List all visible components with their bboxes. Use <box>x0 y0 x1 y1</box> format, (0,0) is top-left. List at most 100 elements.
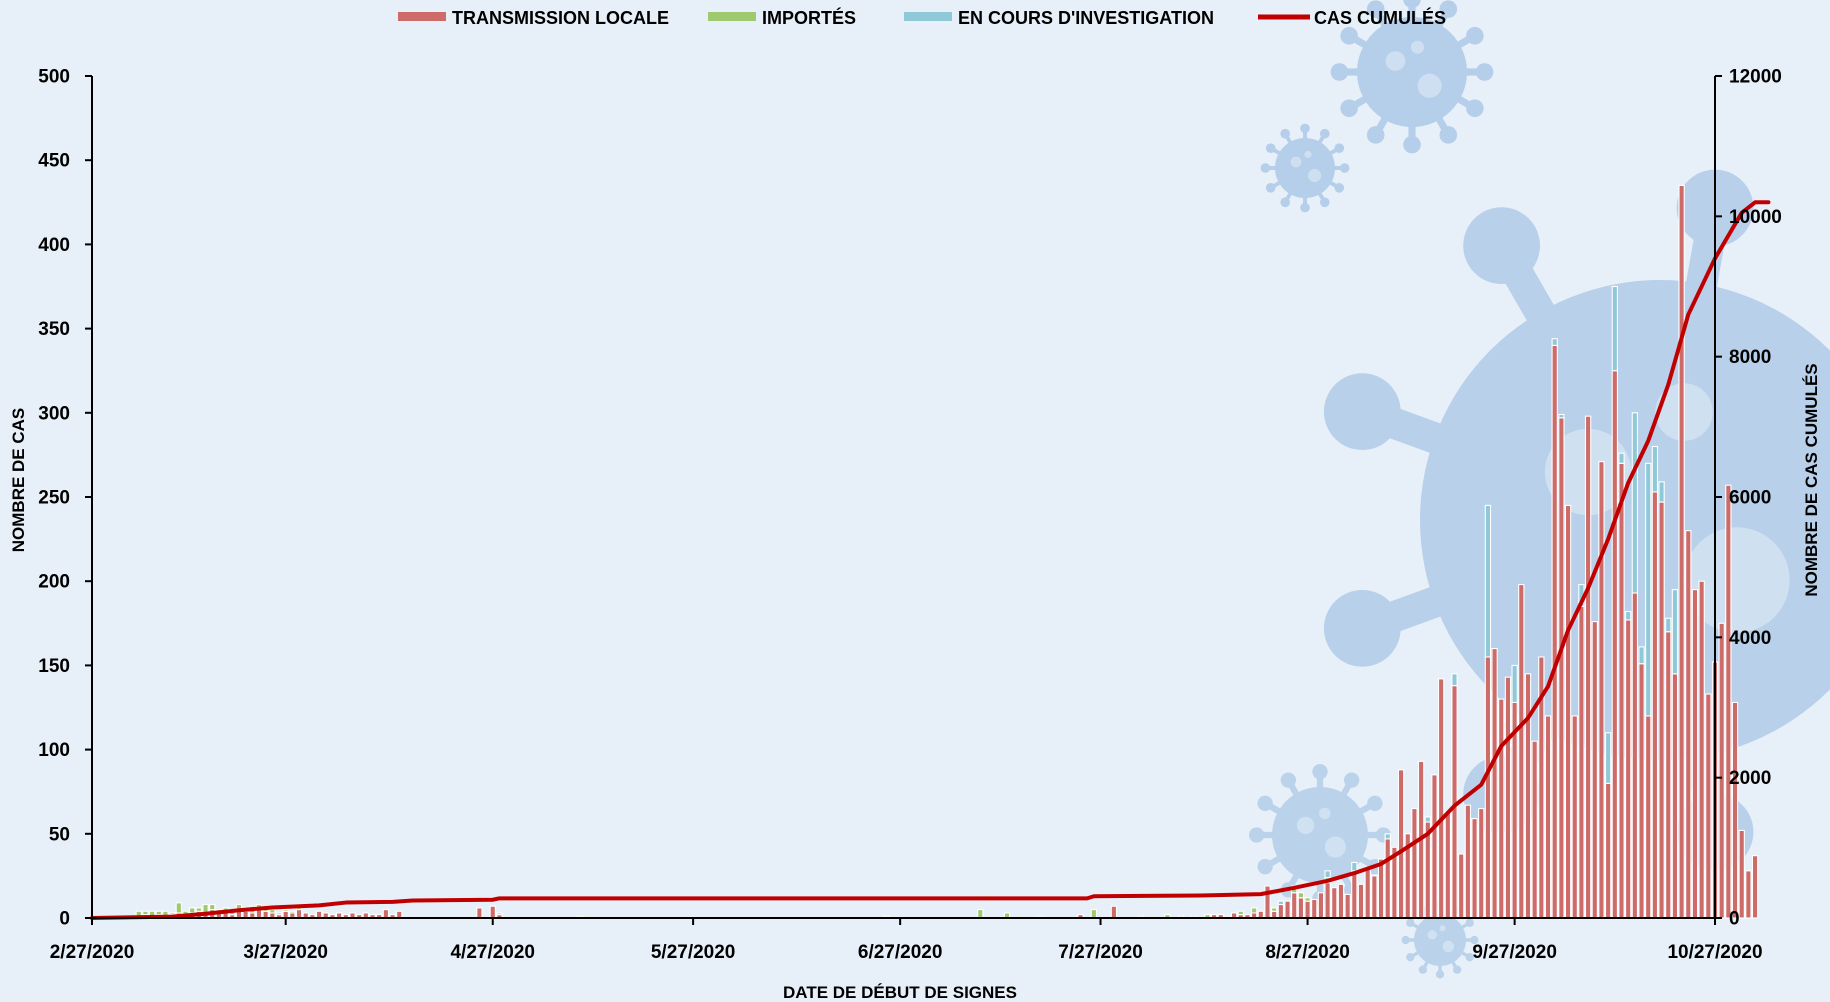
bar-investigation <box>1511 664 1518 704</box>
bar-local <box>1364 866 1371 919</box>
bar-imported <box>282 909 289 912</box>
bar-local <box>1351 870 1358 919</box>
legend-label: TRANSMISSION LOCALE <box>452 8 669 28</box>
x-tick-label: 3/27/2020 <box>243 942 328 963</box>
virus-tiny-icon <box>1401 901 1479 979</box>
bar-local <box>1431 774 1438 919</box>
bar-local <box>262 910 269 919</box>
bar-investigation <box>1611 285 1618 372</box>
y-tick-label: 300 <box>38 403 70 424</box>
virus-bottom-icon <box>1248 763 1392 907</box>
bar-local <box>1751 855 1759 919</box>
bar-imported <box>155 910 162 916</box>
bar-local <box>1731 701 1739 919</box>
bar-local <box>1604 782 1612 919</box>
bar-local <box>1544 715 1552 919</box>
x-tick-label: 9/27/2020 <box>1472 942 1557 963</box>
bar-local <box>1631 592 1639 919</box>
bar-investigation <box>1658 481 1665 503</box>
x-tick-label: 4/27/2020 <box>450 942 535 963</box>
bar-local <box>1277 903 1285 919</box>
bar-local <box>382 909 390 919</box>
y-tick-label: 350 <box>38 319 70 340</box>
bar-local <box>1458 853 1465 919</box>
bar-imported <box>142 910 149 916</box>
y-tick-label: 200 <box>38 572 70 593</box>
bar-local <box>1578 605 1585 919</box>
bar-local <box>1357 883 1365 919</box>
bar-local <box>1444 811 1451 919</box>
bar-local <box>315 910 323 919</box>
bar-local <box>1397 769 1405 919</box>
bar-local <box>1478 807 1485 919</box>
y2-tick-label: 4000 <box>1729 628 1771 649</box>
bar-imported <box>1271 907 1278 912</box>
bar-local <box>1745 870 1752 919</box>
bar-local <box>1317 892 1325 919</box>
cumulative-line-layer <box>90 200 1771 920</box>
legend-label: IMPORTÉS <box>762 7 856 28</box>
legend-item: EN COURS D'INVESTIGATION <box>904 8 1214 28</box>
legend-label: EN COURS D'INVESTIGATION <box>958 8 1214 28</box>
bar-local <box>1598 461 1605 919</box>
bar-local <box>1558 417 1565 919</box>
bar-local <box>1658 501 1665 919</box>
axes-layer: 0 50 100 150 200 250 300 350 400 450 500 0 2000 4000 6… <box>38 67 1782 964</box>
y-tick-label: 500 <box>38 67 70 88</box>
bar-local <box>255 909 263 919</box>
bar-local <box>1284 900 1291 919</box>
legend-label: CAS CUMULÉS <box>1314 7 1446 28</box>
y-tick-label: 400 <box>38 235 70 256</box>
legend-item: TRANSMISSION LOCALE <box>398 8 669 28</box>
y-tick-label: 100 <box>38 740 70 761</box>
bar-local <box>1591 621 1598 919</box>
bar-investigation <box>1277 900 1285 906</box>
bar-local <box>242 910 249 919</box>
bar-local <box>1411 807 1418 919</box>
bar-local <box>282 910 289 919</box>
legend: TRANSMISSION LOCALE IMPORTÉS EN COURS D'IN… <box>398 7 1446 28</box>
bar-local <box>1304 900 1311 919</box>
x-tick-label: 10/27/2020 <box>1667 942 1762 963</box>
bar-local <box>1705 693 1712 919</box>
y-tick-label: 150 <box>38 656 70 677</box>
bar-local <box>1384 838 1391 919</box>
bar-local <box>1110 905 1118 919</box>
x-tick-label: 7/27/2020 <box>1058 942 1143 963</box>
bar-local <box>1611 370 1618 919</box>
y2-tick-label: 0 <box>1729 909 1740 930</box>
bar-local <box>1738 829 1745 919</box>
bar-local <box>1625 619 1632 919</box>
y2-tick-label: 10000 <box>1729 207 1782 228</box>
bar-imported <box>1237 910 1244 916</box>
bar-investigation <box>1638 646 1645 665</box>
bar-investigation <box>1651 445 1659 493</box>
y2-tick-label: 6000 <box>1729 488 1771 509</box>
y-axis-title: NOMBRE DE CAS <box>9 408 28 553</box>
bar-local <box>476 907 483 919</box>
bar-local <box>1698 580 1705 919</box>
bar-local <box>1324 882 1331 919</box>
bar-investigation <box>1631 412 1639 594</box>
bar-imported <box>168 912 176 916</box>
bar-investigation <box>1665 617 1672 633</box>
bar-investigation <box>1625 610 1632 621</box>
bar-investigation <box>1451 673 1458 687</box>
bar-local <box>1638 663 1645 919</box>
bar-local <box>1584 415 1592 919</box>
bar-imported <box>275 912 283 916</box>
bar-local <box>1311 898 1318 919</box>
bar-local <box>1504 676 1512 919</box>
bar-local <box>1685 530 1692 919</box>
virus-small-icon <box>1260 123 1350 213</box>
bar-investigation <box>1604 732 1612 784</box>
bar-local <box>1531 740 1538 919</box>
bar-local <box>1691 589 1699 919</box>
x-tick-label: 5/27/2020 <box>651 942 736 963</box>
bar-local <box>1491 648 1498 919</box>
bar-local <box>1524 673 1532 919</box>
bar-imported <box>1250 907 1258 914</box>
cumulative-line <box>90 200 1771 920</box>
bar-local <box>1651 491 1659 919</box>
